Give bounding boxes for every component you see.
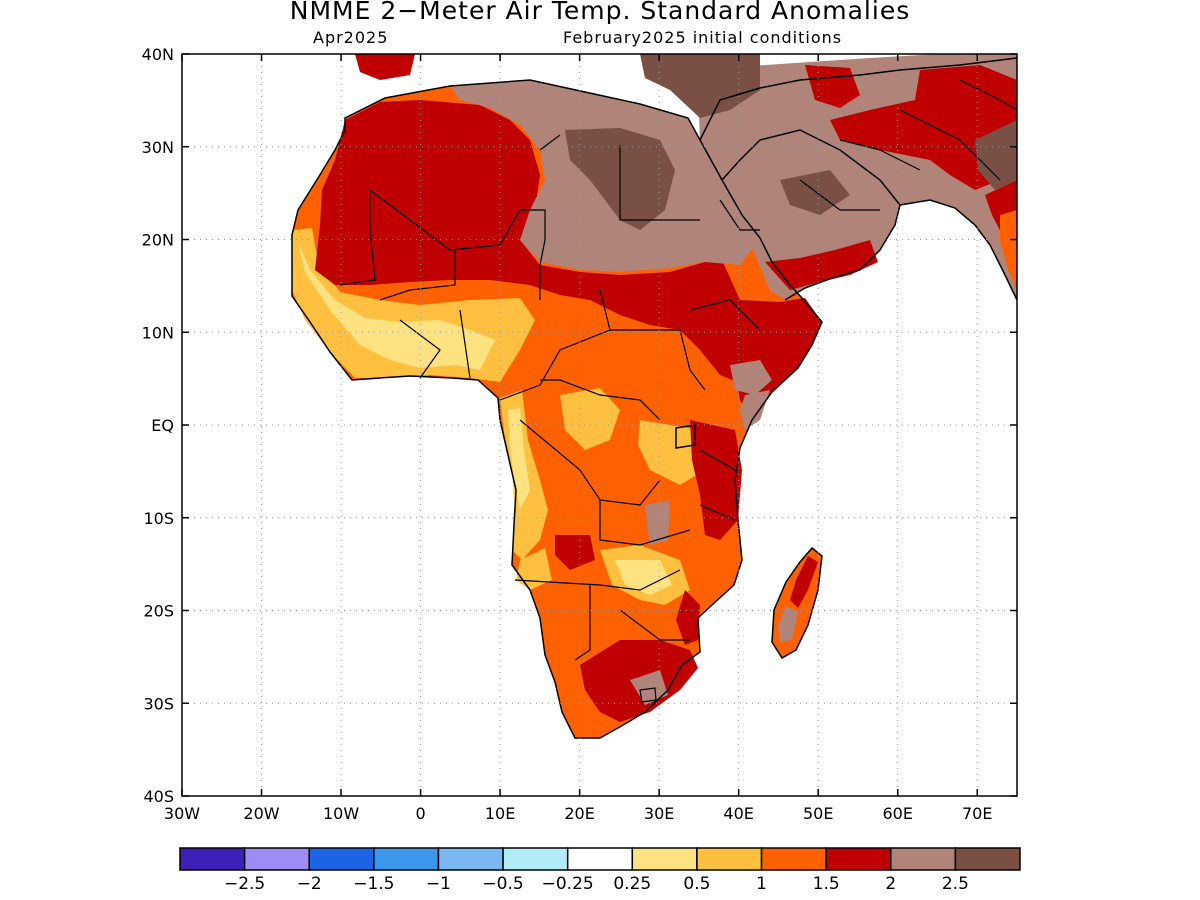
- colorbar-swatch: [890, 847, 957, 871]
- colorbar-label: −2: [297, 874, 322, 894]
- x-tick-label: 10W: [323, 804, 359, 823]
- colorbar-swatch: [179, 847, 246, 871]
- east-africa-yellow: [638, 420, 705, 485]
- x-tick-label: 30E: [644, 804, 674, 823]
- y-tick-label: 30S: [143, 694, 174, 713]
- y-tick-label: 20N: [142, 231, 174, 250]
- colorbar-swatch: [696, 847, 763, 871]
- colorbar-label: 2.5: [942, 874, 969, 894]
- y-tick-label: 30N: [142, 138, 174, 157]
- colorbar: −2.5 −2 −1.5 −1 −0.5 −0.25 0.25 0.5 1 1.5 2 2.5: [179, 847, 1021, 894]
- y-tick-label: 10N: [142, 323, 174, 342]
- x-tick-label: 0: [415, 804, 425, 823]
- x-tick-label: 40E: [723, 804, 753, 823]
- x-tick-label: 10E: [485, 804, 515, 823]
- y-axis: 40N 30N 20N 10N EQ 10S 20S 30S 40S: [142, 45, 1017, 806]
- maghreb-warm: [355, 54, 415, 80]
- colorbar-swatch: [437, 847, 504, 871]
- colorbar-label: 0.25: [613, 874, 651, 894]
- colorbar-label: −0.5: [482, 874, 523, 894]
- kenya-brown-patch: [740, 390, 770, 430]
- y-tick-label: 10S: [143, 509, 174, 528]
- x-tick-label: 20W: [243, 804, 279, 823]
- x-tick-label: 30W: [164, 804, 200, 823]
- colorbar-swatch: [373, 847, 440, 871]
- colorbar-swatch: [760, 847, 827, 871]
- colorbar-label: −1: [426, 874, 451, 894]
- y-tick-label: 40S: [143, 787, 174, 806]
- levant-darkest-patch: [640, 54, 760, 118]
- y-tick-label: EQ: [151, 416, 174, 435]
- x-tick-label: 60E: [882, 804, 912, 823]
- west-africa-coast-pale: [298, 242, 495, 370]
- x-tick-label: 50E: [803, 804, 833, 823]
- yemen-warm-patch: [765, 240, 878, 290]
- colorbar-swatch: [631, 847, 698, 871]
- colorbar-label: 0.5: [683, 874, 710, 894]
- tanzania-brown-patch: [645, 500, 670, 545]
- colorbar-swatch: [566, 847, 634, 871]
- colorbar-label: 2: [885, 874, 896, 894]
- east-africa-warm: [690, 420, 742, 540]
- lesotho-brown-patch: [630, 670, 668, 705]
- anomaly-fields: [291, 54, 1017, 739]
- colorbar-label: 1.5: [813, 874, 840, 894]
- colorbar-label: −1.5: [353, 874, 394, 894]
- x-tick-label: 20E: [564, 804, 594, 823]
- colorbar-swatch: [502, 847, 569, 871]
- southern-africa-pale: [615, 560, 672, 595]
- colorbar-label: 1: [756, 874, 767, 894]
- country-borders: [339, 79, 1017, 703]
- pakistan-darkest-patch: [975, 120, 1017, 190]
- iran-warm-region: [830, 65, 1017, 190]
- graticule: [182, 54, 1017, 796]
- y-tick-label: 20S: [143, 602, 174, 621]
- x-tick-label: 70E: [962, 804, 992, 823]
- colorbar-swatch: [954, 847, 1021, 871]
- sw-africa-yellow: [516, 548, 552, 590]
- initial-conditions-label: February2025 initial conditions: [563, 28, 843, 47]
- ethiopia-brown-patch: [730, 360, 772, 395]
- colorbar-swatch: [825, 847, 892, 871]
- sahara-warm-region: [315, 100, 770, 385]
- colorbar-swatch: [243, 847, 310, 871]
- angola-warm-patch: [555, 535, 595, 570]
- madagascar-brown-patch: [778, 606, 798, 642]
- colorbar-label: −0.25: [542, 874, 594, 894]
- y-tick-label: 40N: [142, 45, 174, 64]
- central-west-pale: [508, 408, 530, 510]
- congo-yellow: [560, 388, 620, 450]
- target-month-label: Apr2025: [313, 28, 389, 47]
- mozambique-warm: [676, 590, 700, 645]
- colorbar-label: −2.5: [224, 874, 265, 894]
- madagascar-warm-patch: [790, 556, 818, 608]
- map-title: NMME 2−Meter Air Temp. Standard Anomalie…: [289, 0, 911, 25]
- colorbar-swatch: [308, 847, 375, 871]
- x-axis: 30W 20W 10W 0 10E 20E 30E 40E 50E 60E 70E: [164, 54, 992, 823]
- india-orange-patch: [1000, 210, 1017, 290]
